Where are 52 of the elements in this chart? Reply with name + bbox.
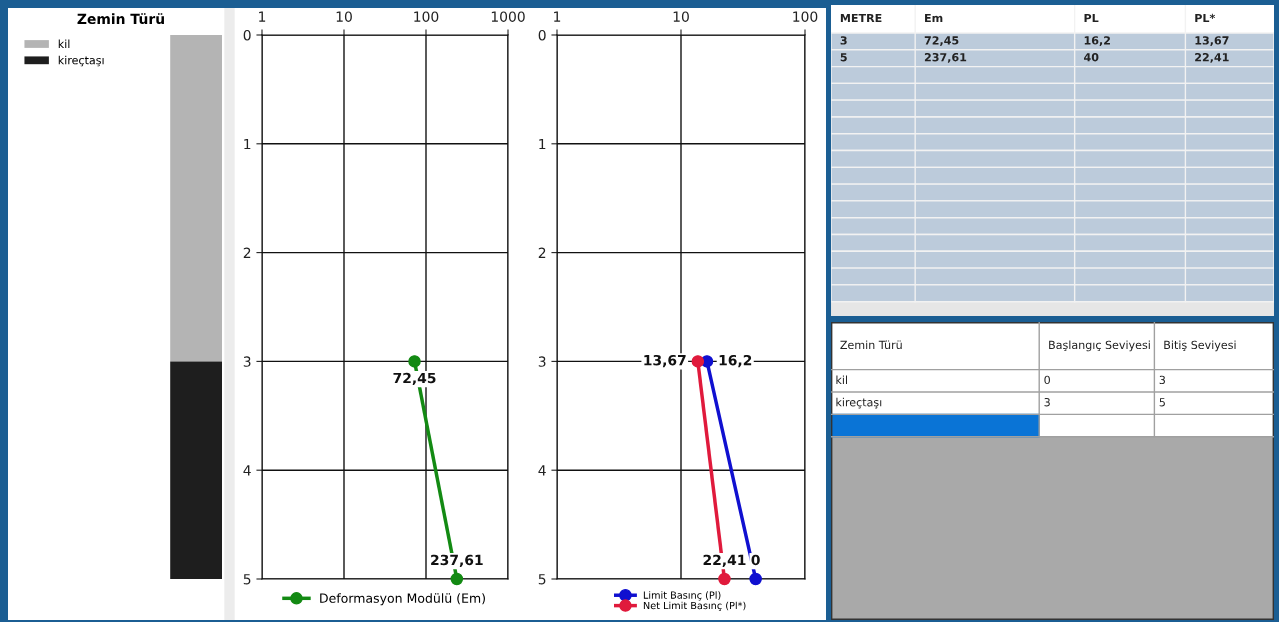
annotation: 13,67	[644, 354, 686, 368]
y-tick-label: 3	[243, 356, 251, 367]
text: 5	[1159, 398, 1165, 407]
y-tick-label: 0	[538, 29, 546, 41]
x-tick-label: 1	[259, 11, 266, 22]
y-tick-label: 5	[243, 574, 251, 585]
y-tick-label: 4	[538, 465, 546, 476]
text: 40	[1084, 53, 1099, 62]
text: 3	[840, 36, 847, 45]
annotation: 237,61	[431, 554, 483, 567]
text: 22,41	[1195, 53, 1229, 63]
annotation: 0	[751, 554, 760, 566]
category-label: METRE	[840, 13, 882, 23]
y-tick-label: 1	[539, 138, 546, 150]
category-label: Başlangıç Seviyesi	[1049, 340, 1150, 352]
annotation: 16,2	[719, 354, 752, 368]
y-tick-label: 3	[538, 356, 546, 367]
y-tick-label: 0	[243, 29, 251, 41]
text: 237,61	[924, 53, 967, 63]
legend-label: Limit Basınç (Pl)	[643, 591, 721, 601]
text: 3	[1044, 398, 1050, 407]
y-tick-label: 1	[244, 138, 251, 150]
x-tick-label: 100	[414, 11, 439, 22]
legend-label: Deformasyon Modülü (Em)	[320, 593, 485, 606]
category-label: PL*	[1195, 13, 1216, 23]
annotation: 22,41	[703, 554, 746, 567]
text: 72,45	[924, 36, 959, 47]
category-label: Em	[925, 13, 943, 23]
annotation: 72,45	[393, 372, 436, 386]
text: 3	[1159, 375, 1165, 385]
x-tick-label: 10	[673, 11, 689, 22]
x-tick-label: 1000	[491, 11, 525, 22]
legend-label: Net Limit Basınç (Pl*)	[643, 601, 746, 611]
text: kireçtaşı	[836, 397, 882, 409]
category-label: PL	[1084, 13, 1099, 23]
text: 13,67	[1195, 36, 1229, 47]
y-tick-label: 2	[243, 247, 251, 258]
x-tick-label: 100	[793, 11, 818, 22]
y-tick-label: 5	[538, 574, 546, 585]
x-tick-label: 1	[554, 11, 561, 22]
legend-label: kireçtaşı	[58, 55, 104, 67]
category-label: Zemin Türü	[840, 340, 902, 350]
category-label: Bitiş Seviyesi	[1164, 340, 1236, 352]
text: kil	[836, 375, 847, 384]
y-tick-label: 4	[243, 465, 251, 476]
x-tick-label: 10	[336, 11, 352, 22]
text: 5	[840, 53, 847, 62]
legend-label: kil	[58, 39, 70, 48]
text: 16,2	[1084, 36, 1110, 47]
chart-title: Zemin Türü	[77, 13, 164, 25]
text: 0	[1044, 375, 1050, 385]
y-tick-label: 2	[538, 247, 546, 258]
